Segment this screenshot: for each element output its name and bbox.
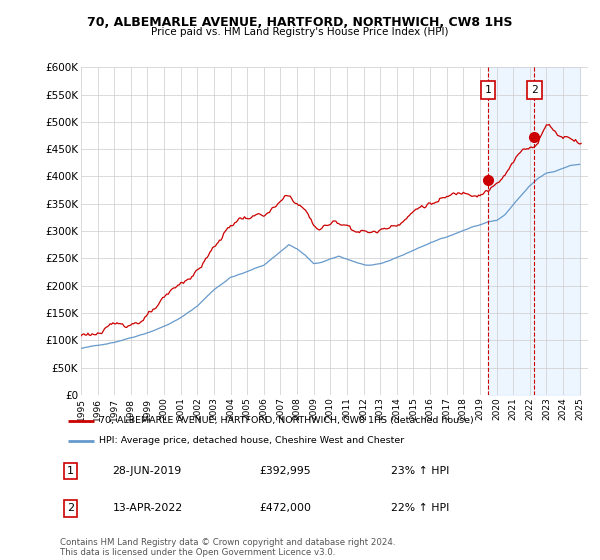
Text: 22% ↑ HPI: 22% ↑ HPI bbox=[391, 503, 449, 513]
Text: 70, ALBEMARLE AVENUE, HARTFORD, NORTHWICH, CW8 1HS: 70, ALBEMARLE AVENUE, HARTFORD, NORTHWIC… bbox=[87, 16, 513, 29]
Text: 1: 1 bbox=[485, 85, 491, 95]
Text: Contains HM Land Registry data © Crown copyright and database right 2024.
This d: Contains HM Land Registry data © Crown c… bbox=[60, 538, 395, 557]
Text: 13-APR-2022: 13-APR-2022 bbox=[113, 503, 182, 513]
Text: 1: 1 bbox=[67, 466, 74, 476]
Text: HPI: Average price, detached house, Cheshire West and Chester: HPI: Average price, detached house, Ches… bbox=[100, 436, 404, 445]
Text: 28-JUN-2019: 28-JUN-2019 bbox=[113, 466, 182, 476]
Text: Price paid vs. HM Land Registry's House Price Index (HPI): Price paid vs. HM Land Registry's House … bbox=[151, 27, 449, 37]
Text: 2: 2 bbox=[67, 503, 74, 513]
Text: £472,000: £472,000 bbox=[260, 503, 311, 513]
Text: 2: 2 bbox=[531, 85, 538, 95]
Text: 23% ↑ HPI: 23% ↑ HPI bbox=[391, 466, 449, 476]
Text: 70, ALBEMARLE AVENUE, HARTFORD, NORTHWICH, CW8 1HS (detached house): 70, ALBEMARLE AVENUE, HARTFORD, NORTHWIC… bbox=[100, 416, 474, 425]
Text: £392,995: £392,995 bbox=[260, 466, 311, 476]
